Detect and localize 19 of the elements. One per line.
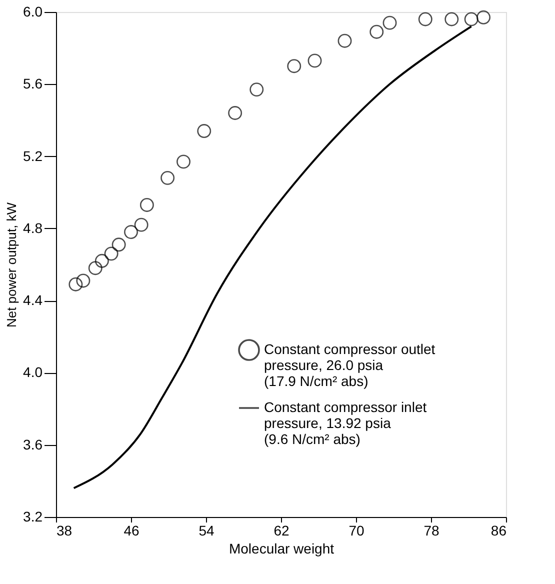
y-tick-label: 6.0 [23,4,43,20]
y-tick-label: 4.4 [23,292,43,308]
y-tick-label: 4.8 [23,220,43,236]
x-tick-label: 54 [198,522,214,538]
x-tick-label: 70 [348,522,364,538]
x-tick-label: 46 [124,522,140,538]
x-axis-title: Molecular weight [228,540,334,556]
legend-label: Constant compressor outlet pressure, 26.0 psia (17.9 N/cm² abs) [264,341,436,389]
x-tick-label: 62 [274,522,290,538]
x-tick-label: 78 [424,522,440,538]
y-tick-label: 3.6 [23,436,43,452]
x-tick-label: 38 [56,522,72,538]
legend-label: Constant compressor inlet pressure, 13.92 psia (9.6 N/cm² abs) [264,399,427,447]
y-tick-label: 5.2 [23,148,43,164]
x-tick-label: 86 [490,522,507,538]
y-tick-label: 3.2 [23,508,43,524]
y-axis-title: Net power output, kW [4,202,20,328]
y-tick-label: 4.0 [23,364,43,380]
y-tick-label: 5.6 [23,76,43,92]
